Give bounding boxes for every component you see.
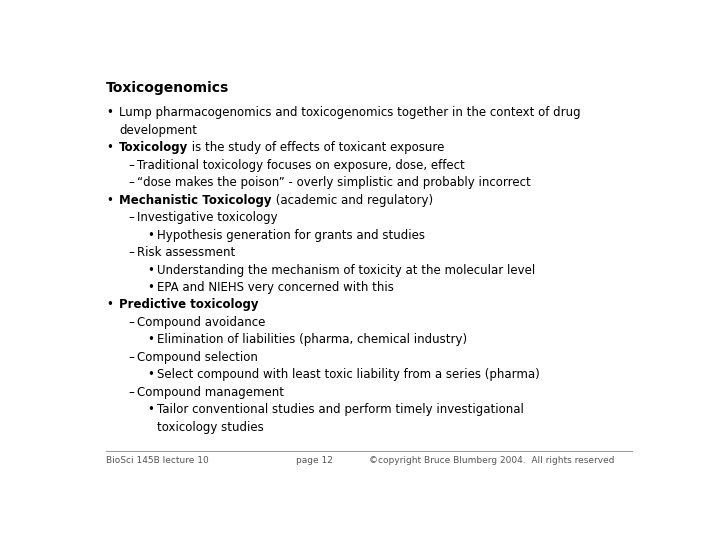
Text: –: – <box>128 386 134 399</box>
Text: Traditional toxicology focuses on exposure, dose, effect: Traditional toxicology focuses on exposu… <box>138 159 465 172</box>
Text: •: • <box>107 141 114 154</box>
Text: Toxicogenomics: Toxicogenomics <box>106 82 229 96</box>
Text: Lump pharmacogenomics and toxicogenomics together in the context of drug: Lump pharmacogenomics and toxicogenomics… <box>119 106 580 119</box>
Text: is the study of effects of toxicant exposure: is the study of effects of toxicant expo… <box>188 141 445 154</box>
Text: –: – <box>128 176 134 189</box>
Text: –: – <box>128 351 134 364</box>
Text: BioSci 145B lecture 10: BioSci 145B lecture 10 <box>106 456 208 464</box>
Text: Predictive toxicology: Predictive toxicology <box>119 299 258 312</box>
Text: Select compound with least toxic liability from a series (pharma): Select compound with least toxic liabili… <box>157 368 540 381</box>
Text: •: • <box>148 281 154 294</box>
Text: •: • <box>148 368 154 381</box>
Text: EPA and NIEHS very concerned with this: EPA and NIEHS very concerned with this <box>157 281 394 294</box>
Text: Toxicology: Toxicology <box>119 141 188 154</box>
Text: –: – <box>128 316 134 329</box>
Text: Risk assessment: Risk assessment <box>138 246 235 259</box>
Text: •: • <box>148 403 154 416</box>
Text: –: – <box>128 246 134 259</box>
Text: Compound avoidance: Compound avoidance <box>138 316 266 329</box>
Text: –: – <box>128 211 134 224</box>
Text: Tailor conventional studies and perform timely investigational: Tailor conventional studies and perform … <box>157 403 524 416</box>
Text: Elimination of liabilities (pharma, chemical industry): Elimination of liabilities (pharma, chem… <box>157 333 467 346</box>
Text: Mechanistic Toxicology: Mechanistic Toxicology <box>119 194 271 207</box>
Text: Investigative toxicology: Investigative toxicology <box>138 211 278 224</box>
Text: (academic and regulatory): (academic and regulatory) <box>271 194 433 207</box>
Text: •: • <box>148 228 154 241</box>
Text: toxicology studies: toxicology studies <box>157 421 264 434</box>
Text: –: – <box>128 159 134 172</box>
Text: page 12: page 12 <box>297 456 333 464</box>
Text: development: development <box>119 124 197 137</box>
Text: •: • <box>107 299 114 312</box>
Text: ©copyright Bruce Blumberg 2004.  All rights reserved: ©copyright Bruce Blumberg 2004. All righ… <box>369 456 614 464</box>
Text: “dose makes the poison” - overly simplistic and probably incorrect: “dose makes the poison” - overly simplis… <box>138 176 531 189</box>
Text: •: • <box>107 194 114 207</box>
Text: Understanding the mechanism of toxicity at the molecular level: Understanding the mechanism of toxicity … <box>157 264 535 276</box>
Text: •: • <box>148 264 154 276</box>
Text: Compound management: Compound management <box>138 386 284 399</box>
Text: •: • <box>148 333 154 346</box>
Text: Compound selection: Compound selection <box>138 351 258 364</box>
Text: •: • <box>107 106 114 119</box>
Text: Hypothesis generation for grants and studies: Hypothesis generation for grants and stu… <box>157 228 425 241</box>
